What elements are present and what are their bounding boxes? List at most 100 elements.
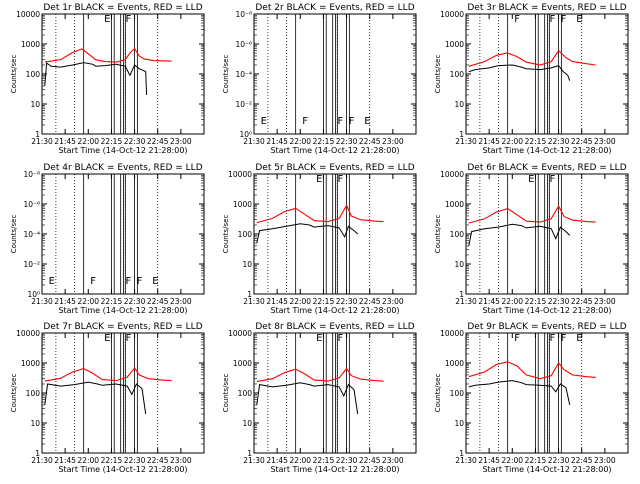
- x-tick-label: 22:45: [147, 456, 169, 465]
- x-tick-label: 23:00: [382, 137, 404, 146]
- flag-label: F: [514, 14, 520, 25]
- y-axis-label: Counts/sec: [10, 215, 18, 254]
- plot-frame: [465, 332, 629, 454]
- x-tick-label: 22:45: [571, 456, 593, 465]
- x-axis-label: Start Time (14-Oct-12 21:28:00): [482, 306, 611, 315]
- x-tick-label: 22:30: [336, 137, 358, 146]
- series-lld-red: [256, 204, 384, 224]
- series-lld-red: [468, 49, 596, 67]
- plot-frame: [465, 13, 629, 135]
- y-tick-label: 10: [242, 419, 252, 428]
- flag-label: E: [576, 14, 582, 25]
- y-tick-label: 1: [35, 130, 40, 139]
- x-tick-label: 22:45: [359, 137, 381, 146]
- y-tick-label: 100: [26, 70, 41, 79]
- x-tick-label: 21:45: [54, 456, 76, 465]
- x-tick-label: 21:45: [266, 456, 288, 465]
- y-tick-label: 1: [35, 449, 40, 458]
- panel-title: Det 8r BLACK = Events, RED = LLD: [255, 322, 414, 332]
- y-tick-label: 10⁻⁴: [235, 70, 252, 79]
- flag-label: E: [528, 174, 534, 185]
- x-tick-label: 21:45: [54, 137, 76, 146]
- y-axis-label: Counts/sec: [434, 215, 442, 254]
- y-tick-label: 10: [30, 100, 40, 109]
- x-tick-label: 22:30: [548, 297, 570, 306]
- flag-label: E: [104, 14, 110, 25]
- plot-frame: [253, 173, 417, 295]
- y-axis-label: Counts/sec: [222, 374, 230, 413]
- panel-title: Det 6r BLACK = Events, RED = LLD: [467, 163, 626, 173]
- x-tick-label: 22:30: [336, 297, 358, 306]
- x-tick-label: 23:00: [170, 456, 192, 465]
- x-tick-label: 21:45: [266, 137, 288, 146]
- x-tick-label: 21:30: [31, 456, 53, 465]
- x-tick-label: 23:00: [170, 137, 192, 146]
- flag-label: F: [549, 174, 555, 185]
- series-events-black: [256, 382, 359, 415]
- y-tick-label: 1000: [233, 200, 252, 209]
- x-tick-label: 22:15: [101, 137, 123, 146]
- x-tick-label: 22:30: [124, 297, 146, 306]
- x-tick-label: 21:45: [478, 137, 500, 146]
- plot-frame: [253, 13, 417, 135]
- panel-title: Det 7r BLACK = Events, RED = LLD: [43, 322, 202, 332]
- x-tick-label: 21:30: [243, 137, 265, 146]
- flag-label: F: [561, 333, 567, 344]
- y-tick-label: 10: [454, 419, 464, 428]
- flag-label: F: [549, 14, 555, 25]
- y-tick-label: 10⁻⁸: [235, 10, 252, 19]
- y-axis-label: Counts/sec: [434, 374, 442, 413]
- x-axis-label: Start Time (14-Oct-12 21:28:00): [270, 306, 399, 315]
- panel-det-9: Det 9r BLACK = Events, RED = LLD 1 10 100 10…: [434, 322, 629, 474]
- y-tick-label: 10⁰: [239, 130, 252, 139]
- plot-frame: [41, 13, 205, 135]
- x-tick-label: 21:30: [243, 456, 265, 465]
- x-axis-label: Start Time (14-Oct-12 21:28:00): [482, 146, 611, 155]
- flag-label: F: [125, 276, 131, 287]
- x-tick-label: 23:00: [594, 297, 616, 306]
- x-tick-label: 21:45: [54, 297, 76, 306]
- flag-label: E: [364, 116, 370, 127]
- panel-det-8: Det 8r BLACK = Events, RED = LLD 1 10 100 10…: [222, 322, 417, 474]
- y-tick-label: 10: [454, 100, 464, 109]
- series-events-black: [44, 381, 147, 415]
- x-tick-label: 21:30: [31, 137, 53, 146]
- x-tick-label: 22:00: [501, 137, 523, 146]
- flag-label: F: [125, 14, 131, 25]
- panel-title: Det 5r BLACK = Events, RED = LLD: [255, 163, 414, 173]
- flag-label: F: [337, 174, 343, 185]
- y-tick-label: 100: [450, 230, 465, 239]
- series-lld-red: [256, 367, 384, 383]
- x-tick-label: 23:00: [594, 456, 616, 465]
- y-axis-label: Counts/sec: [222, 55, 230, 94]
- y-tick-label: 1000: [445, 359, 464, 368]
- x-tick-label: 22:15: [313, 137, 335, 146]
- plot-frame: [465, 173, 629, 295]
- y-tick-label: 1: [459, 449, 464, 458]
- flag-label: F: [137, 276, 143, 287]
- panel-det-2: Det 2r BLACK = Events, RED = LLD 10⁰ 10⁻² 1…: [222, 3, 417, 155]
- x-axis-label: Start Time (14-Oct-12 21:28:00): [58, 465, 187, 474]
- flag-label: E: [576, 333, 582, 344]
- x-tick-label: 22:15: [525, 297, 547, 306]
- y-tick-label: 10000: [228, 170, 252, 179]
- series-events-black: [468, 64, 571, 81]
- x-tick-label: 22:00: [289, 297, 311, 306]
- y-tick-label: 10: [30, 419, 40, 428]
- panel-title: Det 3r BLACK = Events, RED = LLD: [467, 3, 626, 13]
- x-tick-label: 22:00: [77, 137, 99, 146]
- series-events-black: [468, 223, 571, 246]
- flag-label: F: [90, 276, 96, 287]
- flag-label: F: [337, 116, 343, 127]
- x-tick-label: 23:00: [594, 137, 616, 146]
- x-tick-label: 22:00: [501, 456, 523, 465]
- x-tick-label: 22:45: [147, 137, 169, 146]
- y-tick-label: 1: [247, 449, 252, 458]
- y-tick-label: 10000: [228, 329, 252, 338]
- flag-label: E: [316, 333, 322, 344]
- panel-det-7: Det 7r BLACK = Events, RED = LLD 1 10 100 10…: [10, 322, 205, 474]
- x-tick-label: 22:00: [77, 456, 99, 465]
- y-tick-label: 1: [459, 130, 464, 139]
- x-axis-label: Start Time (14-Oct-12 21:28:00): [482, 465, 611, 474]
